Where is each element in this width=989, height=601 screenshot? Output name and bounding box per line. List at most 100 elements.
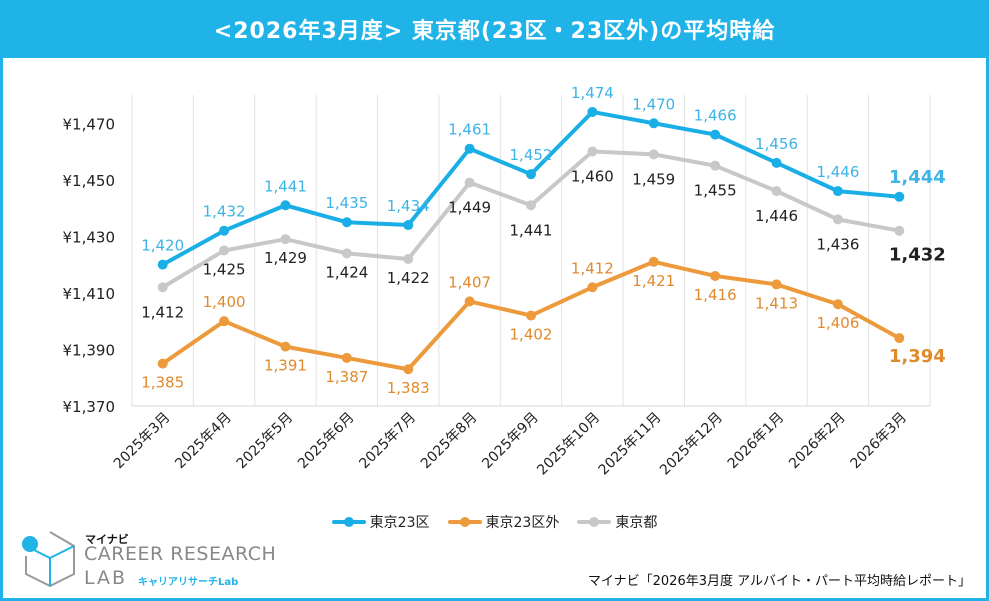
source-note: マイナビ「2026年3月度 アルバイト・パート平均時給レポート」	[587, 574, 971, 589]
y-tick-label: ¥1,430	[63, 228, 116, 246]
legend-swatch	[331, 517, 366, 527]
data-point	[403, 220, 414, 231]
data-label: 1,446	[816, 163, 859, 181]
data-label: 1,412	[141, 303, 184, 321]
data-point	[280, 234, 291, 245]
legend-label: 東京都	[615, 515, 658, 531]
x-tick-label: 2025年4月	[172, 410, 235, 473]
data-label: 1,425	[203, 261, 246, 279]
data-label: 1,420	[141, 237, 184, 255]
data-label: 1,436	[816, 235, 859, 253]
chart-title: <2026年3月度> 東京都(23区・23区外)の平均時給	[0, 0, 989, 58]
x-tick-label: 2026年3月	[848, 410, 911, 473]
data-point	[157, 282, 168, 293]
x-tick-label: 2025年9月	[479, 410, 542, 473]
x-tick-label: 2025年5月	[234, 410, 297, 473]
data-label: 1,422	[387, 269, 430, 287]
data-label: 1,407	[448, 273, 491, 291]
data-point	[894, 191, 905, 202]
data-point	[403, 253, 414, 264]
data-point	[771, 279, 782, 290]
data-point	[771, 157, 782, 168]
data-label: 1,421	[632, 272, 675, 290]
data-point	[526, 310, 536, 321]
data-point	[894, 225, 905, 236]
data-label: 1,461	[448, 121, 491, 139]
data-label: 1,387	[325, 368, 368, 386]
data-point	[219, 245, 230, 256]
data-point	[587, 106, 598, 117]
brand-kana: キャリアリサーチLab	[138, 577, 239, 588]
legend-swatch	[447, 517, 482, 527]
brand-career-research: CAREER RESEARCH	[84, 543, 277, 565]
data-label: 1,383	[387, 379, 430, 397]
data-label: 1,456	[755, 135, 798, 153]
data-point	[771, 186, 782, 197]
x-tick-label: 2025年10月	[534, 410, 603, 479]
data-label: 1,432	[203, 203, 246, 221]
data-label: 1,435	[325, 194, 368, 212]
career-research-lab-logo-icon	[22, 531, 75, 588]
x-tick-label: 2025年3月	[111, 410, 174, 473]
data-point	[526, 169, 536, 180]
data-label: 1,385	[141, 374, 184, 392]
x-tick-label: 2025年12月	[657, 410, 726, 479]
x-tick-label: 2025年11月	[596, 410, 665, 479]
data-point	[219, 316, 230, 327]
data-point	[219, 225, 230, 236]
y-tick-label: ¥1,390	[63, 341, 116, 359]
y-tick-label: ¥1,370	[63, 398, 116, 416]
data-point	[464, 296, 475, 307]
data-label: 1,449	[448, 199, 491, 217]
data-point	[157, 259, 168, 270]
data-point	[710, 270, 721, 281]
data-label: 1,406	[816, 314, 859, 332]
data-point	[832, 214, 843, 225]
x-tick-label: 2025年8月	[418, 410, 481, 473]
data-point	[648, 118, 659, 129]
x-tick-label: 2025年6月	[295, 410, 358, 473]
legend-label: 東京23区	[369, 515, 430, 531]
legend-label: 東京23区外	[485, 515, 560, 531]
data-point	[464, 143, 475, 154]
legend-swatch	[577, 517, 612, 527]
data-label: 1,470	[632, 95, 675, 113]
data-point	[280, 341, 291, 352]
y-tick-label: ¥1,450	[63, 172, 116, 190]
data-label: 1,391	[264, 357, 307, 375]
x-tick-label: 2026年1月	[725, 410, 788, 473]
data-label: 1,441	[264, 177, 307, 195]
data-point	[341, 217, 352, 228]
x-tick-label: 2026年2月	[786, 410, 849, 473]
data-point	[710, 129, 721, 140]
data-label: 1,394	[889, 346, 946, 367]
data-label: 1,412	[571, 259, 614, 277]
legend: 東京23区 東京23区外 東京都	[0, 512, 989, 532]
data-label: 1,460	[571, 168, 614, 186]
data-point	[894, 333, 905, 344]
data-point	[341, 352, 352, 363]
data-point	[832, 299, 843, 310]
y-tick-label: ¥1,470	[63, 115, 116, 133]
data-label: 1,452	[510, 146, 553, 164]
y-tick-label: ¥1,410	[63, 285, 116, 303]
data-point	[710, 160, 721, 171]
data-point	[526, 200, 536, 211]
data-point	[157, 358, 168, 369]
x-tick-label: 2025年7月	[356, 410, 419, 473]
legend-item-tokyo23: 東京23区	[331, 512, 430, 532]
data-point	[587, 146, 598, 157]
data-point	[832, 186, 843, 197]
data-label: 1,441	[510, 221, 553, 239]
data-label: 1,455	[694, 182, 737, 200]
data-label: 1,413	[755, 294, 798, 312]
data-point	[280, 200, 291, 211]
data-label: 1,432	[889, 245, 946, 266]
data-label: 1,459	[632, 170, 675, 188]
data-point	[341, 248, 352, 259]
data-label: 1,424	[325, 263, 368, 281]
data-label: 1,444	[889, 167, 946, 188]
data-label: 1,429	[264, 249, 307, 267]
data-point	[648, 149, 659, 160]
data-label: 1,434	[387, 197, 430, 215]
